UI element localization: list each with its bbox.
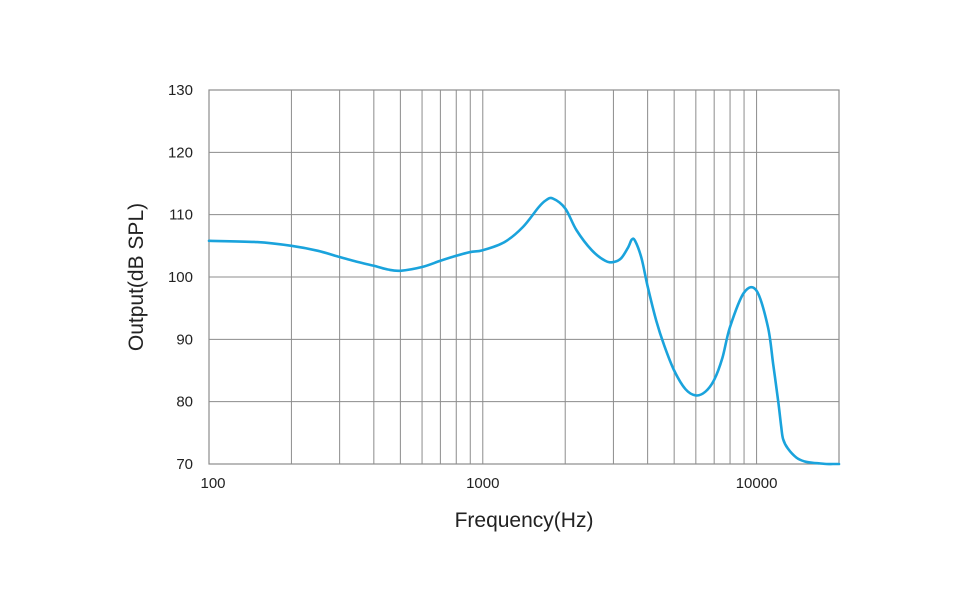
grid — [209, 90, 839, 464]
y-tick-label: 100 — [168, 269, 193, 286]
x-tick-label: 10000 — [736, 475, 778, 492]
y-tick-label: 90 — [176, 331, 193, 348]
y-axis-label: Output(dB SPL) — [125, 203, 148, 351]
y-tick-label: 110 — [169, 207, 193, 224]
y-tick-labels: 70 80 90 100 110 120 130 — [168, 82, 193, 473]
y-tick-label: 120 — [168, 144, 193, 161]
plot-frame — [208, 89, 840, 465]
x-tick-label: 1000 — [466, 475, 499, 492]
x-axis-label: Frequency(Hz) — [455, 509, 594, 532]
response-curve — [207, 196, 841, 466]
x-tick-labels: 100 1000 10000 — [200, 475, 777, 492]
y-tick-label: 130 — [168, 82, 193, 99]
y-tick-label: 70 — [176, 456, 193, 473]
y-tick-label: 80 — [176, 394, 193, 411]
x-tick-label: 100 — [200, 475, 225, 492]
